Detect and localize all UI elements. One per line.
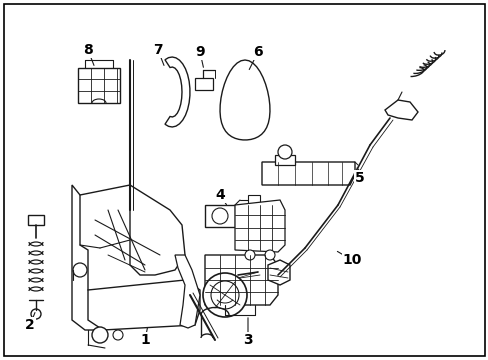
Circle shape xyxy=(264,250,274,260)
Text: 7: 7 xyxy=(153,43,163,57)
Polygon shape xyxy=(384,100,417,120)
Circle shape xyxy=(113,330,123,340)
Bar xyxy=(204,205,235,227)
Circle shape xyxy=(278,145,291,159)
Polygon shape xyxy=(175,255,200,328)
Circle shape xyxy=(244,250,254,260)
Text: 4: 4 xyxy=(215,188,224,202)
Text: 8: 8 xyxy=(83,43,93,57)
Circle shape xyxy=(212,208,227,224)
Polygon shape xyxy=(235,200,285,252)
Text: 5: 5 xyxy=(354,171,364,185)
Text: 9: 9 xyxy=(195,45,204,59)
Polygon shape xyxy=(72,185,100,330)
Text: 2: 2 xyxy=(25,318,35,332)
Polygon shape xyxy=(220,60,269,140)
Circle shape xyxy=(31,309,41,319)
Bar xyxy=(28,215,44,225)
Bar xyxy=(274,155,294,165)
Circle shape xyxy=(210,281,239,309)
Circle shape xyxy=(203,273,246,317)
Text: 10: 10 xyxy=(342,253,361,267)
Text: 1: 1 xyxy=(140,333,149,347)
Polygon shape xyxy=(204,255,278,305)
Text: 6: 6 xyxy=(253,45,262,59)
Polygon shape xyxy=(164,57,189,127)
Polygon shape xyxy=(88,280,200,330)
Bar xyxy=(78,68,120,103)
Bar xyxy=(195,78,213,90)
Circle shape xyxy=(92,327,108,343)
Polygon shape xyxy=(130,185,184,275)
Circle shape xyxy=(73,263,87,277)
Text: 3: 3 xyxy=(243,333,252,347)
Polygon shape xyxy=(267,260,289,285)
Polygon shape xyxy=(262,162,354,185)
Bar xyxy=(247,195,260,210)
